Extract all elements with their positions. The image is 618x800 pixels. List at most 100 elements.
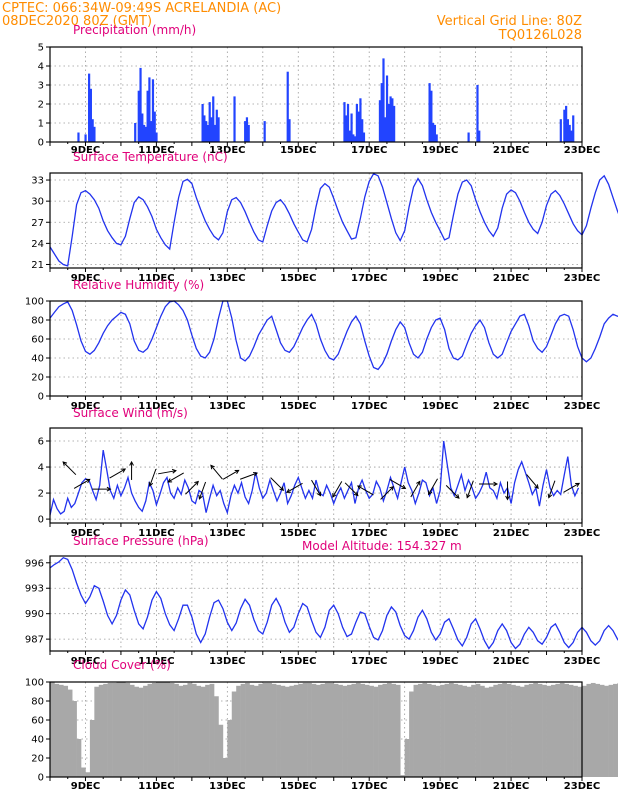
cloud-cover-bar [151, 682, 157, 777]
precip-bar [570, 130, 573, 142]
precip-bar [263, 121, 266, 142]
cloud-cover-bar [112, 682, 117, 777]
cloud-cover-bar [307, 682, 312, 777]
date-tick-label: 21DEC [493, 528, 529, 539]
precip-bar [559, 119, 562, 142]
date-tick-label: 13DEC [209, 273, 245, 284]
wind-arrow [92, 486, 112, 492]
wind-arrow-head [279, 486, 285, 492]
cloud-cover-bar [147, 683, 153, 777]
cloud-cover-bar [94, 686, 100, 777]
cloud-cover-bar [67, 689, 73, 777]
wind-arrow-head [356, 485, 362, 490]
wind-arrow-head [466, 493, 471, 499]
cloud-cover-bar [276, 684, 281, 777]
wind-arrow [505, 481, 510, 501]
wind-arrow [109, 468, 127, 479]
wind-arrow [158, 468, 177, 475]
precip-bar [205, 121, 208, 142]
precip-bar [382, 58, 385, 142]
cloud-cover-bar [404, 739, 410, 777]
precip-bar [354, 136, 357, 142]
precip-bar [380, 83, 383, 142]
cloud-cover-bar [351, 683, 357, 777]
cloud-cover-bar [262, 682, 268, 777]
date-tick-label: 23DEC [564, 273, 600, 284]
y-tick-label: 100 [25, 678, 44, 689]
precip-title: Precipitation (mm/h) [73, 23, 196, 37]
cloud-cover-bar [293, 684, 299, 777]
wind-arrow [198, 481, 207, 500]
precip-bar [430, 90, 433, 142]
wind-arrow-shaft [270, 477, 284, 491]
pressure-frame [49, 555, 583, 652]
wind-arrow [466, 480, 474, 499]
cloud-cover-bar [546, 685, 552, 777]
cloud-cover-bar [524, 684, 530, 777]
date-tick-label: 11DEC [138, 145, 174, 156]
wind-arrow-head [171, 468, 177, 474]
date-tick-label: 9DEC [71, 528, 100, 539]
date-tick-label: 17DEC [351, 273, 387, 284]
humidity-panel: Relative Humidity (%) 0 20 40 60 80 100 9DEC 11D… [25, 278, 618, 412]
wind-arrow-head [428, 490, 433, 496]
precip-bar [153, 111, 156, 142]
precip-frame [49, 46, 583, 143]
cloud-cover-bar [373, 686, 379, 777]
precip-bar [346, 104, 350, 142]
cloud-cover-bar [236, 685, 241, 777]
cloud-cover-bar [338, 684, 343, 777]
y-tick-label: 80 [31, 697, 44, 708]
cloud-cover-bar [453, 683, 459, 777]
cloud-cover-bar [613, 683, 618, 777]
wind-arrow-head [121, 468, 127, 473]
y-tick-label: 996 [25, 558, 44, 569]
cloud-cover-bar [422, 682, 428, 777]
cloud-cover-bar [533, 682, 538, 777]
date-tick-label: 9DEC [71, 145, 100, 156]
date-tick-label: 11DEC [138, 273, 174, 284]
wind-arrow-head [547, 493, 553, 499]
date-tick-label: 17DEC [351, 145, 387, 156]
cloud-cover-bar [542, 684, 547, 777]
date-tick-label: 15DEC [280, 145, 316, 156]
wind-arrow [410, 480, 421, 498]
date-tick-label: 15DEC [280, 401, 316, 412]
wind-arrow [344, 482, 359, 497]
precip-bar [566, 119, 570, 142]
precip-bar [378, 100, 382, 142]
cloud-cover-bar [174, 683, 179, 777]
wind-arrow [563, 482, 581, 493]
cloud-cover-bar [72, 701, 77, 777]
y-tick-label: 990 [25, 609, 44, 620]
precip-bar [151, 79, 155, 142]
precip-bar [433, 124, 437, 142]
cloud-cover-bar [289, 685, 295, 777]
wind-arrow-head [353, 491, 359, 497]
precip-bar [139, 67, 142, 142]
cloud-cover-bar [245, 682, 250, 777]
cloud-cover-bar [329, 682, 335, 777]
cloud-cover-bar [231, 691, 237, 777]
precip-bar [359, 98, 362, 142]
date-tick-label: 11DEC [138, 528, 174, 539]
y-tick-label: 33 [31, 176, 44, 187]
date-tick-label: 15DEC [280, 273, 316, 284]
y-tick-label: 80 [31, 316, 44, 327]
wind-arrow-head [234, 469, 240, 475]
cloud-cover-bar [382, 683, 388, 777]
precip-bar [137, 90, 140, 142]
cloud-cover-bar [590, 682, 596, 777]
wind-arrow [526, 474, 539, 490]
wind-arrow-shaft [526, 474, 539, 489]
cloud-cover-bar [298, 683, 303, 777]
wind-arrow-head [416, 480, 421, 486]
cloud-cover-bar [502, 682, 507, 777]
wind-arrow-head [129, 460, 134, 466]
precip-bar [84, 134, 87, 142]
cloud-cover-bar [480, 685, 485, 777]
wind-arrow [547, 480, 556, 499]
cloud-cover-bar [577, 686, 583, 777]
cloud-cover-bar [586, 683, 592, 777]
wind-arrow-shaft [445, 485, 460, 499]
